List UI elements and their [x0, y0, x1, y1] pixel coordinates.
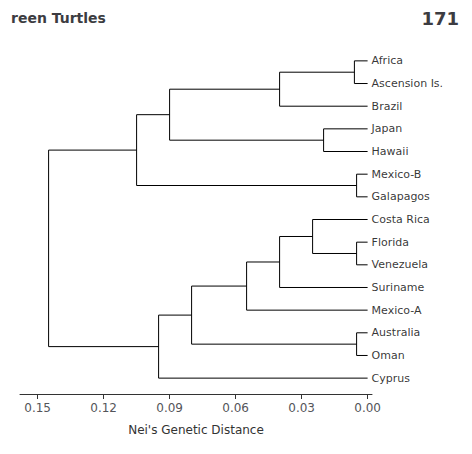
svg-text:Mexico-B: Mexico-B [372, 168, 422, 181]
svg-text:Hawaii: Hawaii [372, 145, 409, 158]
svg-text:Cyprus: Cyprus [372, 372, 411, 385]
svg-text:Nei's Genetic Distance: Nei's Genetic Distance [128, 423, 264, 437]
svg-text:0.03: 0.03 [288, 401, 315, 415]
svg-text:Africa: Africa [372, 54, 403, 67]
svg-text:Suriname: Suriname [372, 281, 425, 294]
svg-text:reen Turtles: reen Turtles [11, 10, 106, 26]
svg-text:0.09: 0.09 [156, 401, 183, 415]
svg-text:Japan: Japan [371, 122, 403, 135]
svg-text:Australia: Australia [372, 326, 421, 339]
svg-text:Galapagos: Galapagos [372, 190, 430, 203]
svg-text:Venezuela: Venezuela [372, 258, 429, 271]
svg-text:0.15: 0.15 [24, 401, 51, 415]
svg-text:0.12: 0.12 [90, 401, 117, 415]
svg-text:Brazil: Brazil [372, 100, 403, 113]
svg-text:Mexico-A: Mexico-A [372, 304, 422, 317]
svg-text:Florida: Florida [372, 236, 409, 249]
svg-text:171: 171 [421, 8, 459, 29]
svg-text:Oman: Oman [372, 349, 405, 362]
svg-text:0.06: 0.06 [222, 401, 249, 415]
svg-text:Costa Rica: Costa Rica [372, 213, 430, 226]
svg-text:0.00: 0.00 [354, 401, 381, 415]
svg-text:Ascension Is.: Ascension Is. [372, 77, 444, 90]
